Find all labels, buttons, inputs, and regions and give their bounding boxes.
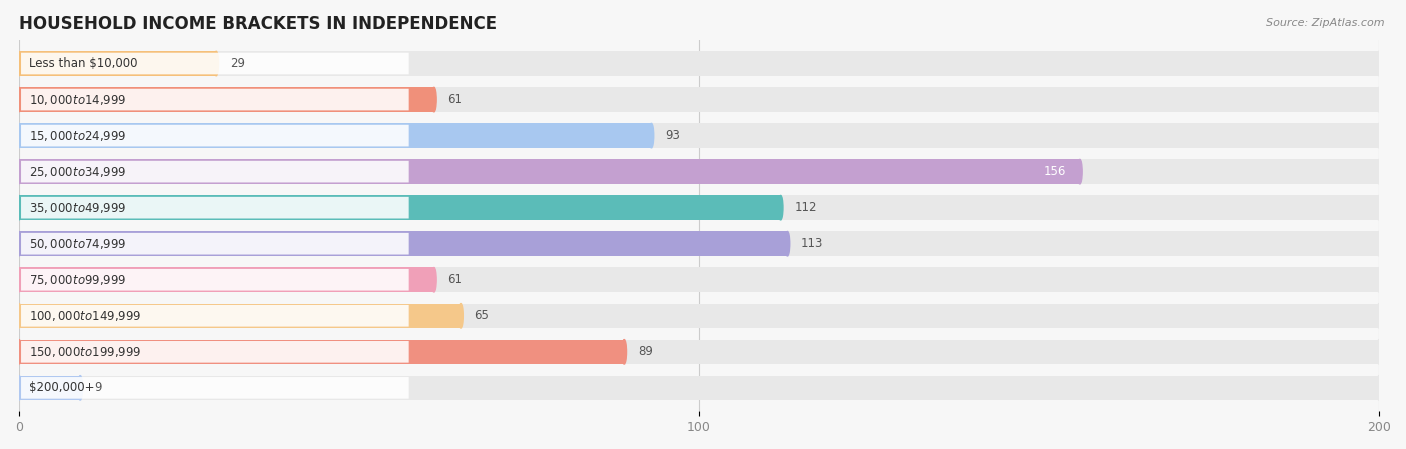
Bar [20, 159, 1080, 184]
Circle shape [17, 232, 21, 256]
Text: Less than $10,000: Less than $10,000 [30, 57, 138, 70]
Text: $25,000 to $34,999: $25,000 to $34,999 [30, 165, 127, 179]
Circle shape [1376, 268, 1381, 292]
FancyBboxPatch shape [21, 161, 409, 182]
Bar [20, 232, 787, 256]
Bar [20, 51, 217, 76]
Text: 112: 112 [794, 201, 817, 214]
Circle shape [1376, 51, 1381, 76]
Circle shape [17, 87, 21, 112]
Text: $15,000 to $24,999: $15,000 to $24,999 [30, 128, 127, 143]
Text: 89: 89 [638, 345, 652, 358]
Circle shape [17, 195, 21, 220]
FancyBboxPatch shape [21, 197, 409, 219]
Circle shape [17, 123, 21, 148]
Bar [20, 87, 1379, 112]
FancyBboxPatch shape [21, 341, 409, 363]
Bar [20, 123, 1379, 148]
Circle shape [1376, 339, 1381, 364]
Bar [20, 195, 1379, 220]
Circle shape [17, 51, 21, 76]
Text: 113: 113 [801, 237, 824, 250]
Bar [20, 51, 1379, 76]
Bar [20, 87, 434, 112]
FancyBboxPatch shape [21, 269, 409, 291]
Circle shape [17, 339, 21, 364]
Circle shape [1376, 304, 1381, 328]
Bar [20, 376, 1379, 400]
Text: 29: 29 [229, 57, 245, 70]
Bar [20, 339, 624, 364]
Text: $10,000 to $14,999: $10,000 to $14,999 [30, 92, 127, 106]
FancyBboxPatch shape [21, 233, 409, 255]
Bar [20, 304, 461, 328]
Circle shape [17, 376, 21, 400]
Circle shape [77, 376, 83, 400]
Circle shape [17, 159, 21, 184]
Text: HOUSEHOLD INCOME BRACKETS IN INDEPENDENCE: HOUSEHOLD INCOME BRACKETS IN INDEPENDENC… [20, 15, 498, 33]
Bar [20, 376, 80, 400]
Circle shape [17, 376, 21, 400]
Circle shape [17, 123, 21, 148]
Circle shape [17, 339, 21, 364]
Circle shape [785, 232, 790, 256]
Circle shape [650, 123, 654, 148]
Circle shape [17, 232, 21, 256]
Circle shape [1077, 159, 1083, 184]
Circle shape [17, 51, 21, 76]
Text: $100,000 to $149,999: $100,000 to $149,999 [30, 309, 142, 323]
Text: 65: 65 [475, 309, 489, 322]
Circle shape [1376, 159, 1381, 184]
Circle shape [17, 159, 21, 184]
Circle shape [17, 268, 21, 292]
Text: 9: 9 [94, 381, 101, 394]
Circle shape [1376, 123, 1381, 148]
Circle shape [432, 268, 436, 292]
FancyBboxPatch shape [21, 377, 409, 399]
Text: 93: 93 [665, 129, 681, 142]
Circle shape [17, 304, 21, 328]
Bar [20, 268, 1379, 292]
Circle shape [432, 87, 436, 112]
FancyBboxPatch shape [21, 89, 409, 110]
Bar [20, 304, 1379, 328]
Circle shape [17, 87, 21, 112]
Circle shape [1376, 195, 1381, 220]
Circle shape [1376, 376, 1381, 400]
Bar [20, 195, 780, 220]
Text: $35,000 to $49,999: $35,000 to $49,999 [30, 201, 127, 215]
Text: $200,000+: $200,000+ [30, 381, 94, 394]
Bar [20, 159, 1379, 184]
Circle shape [1376, 87, 1381, 112]
FancyBboxPatch shape [21, 53, 409, 75]
FancyBboxPatch shape [21, 305, 409, 326]
Bar [20, 232, 1379, 256]
Text: 61: 61 [447, 273, 463, 286]
Circle shape [17, 304, 21, 328]
Text: $75,000 to $99,999: $75,000 to $99,999 [30, 273, 127, 287]
Circle shape [17, 268, 21, 292]
Bar [20, 339, 1379, 364]
Text: $150,000 to $199,999: $150,000 to $199,999 [30, 345, 142, 359]
Circle shape [1376, 232, 1381, 256]
Bar [20, 123, 651, 148]
Bar [20, 268, 434, 292]
Circle shape [779, 195, 783, 220]
Circle shape [621, 339, 627, 364]
Circle shape [17, 195, 21, 220]
Text: 156: 156 [1043, 165, 1066, 178]
Text: $50,000 to $74,999: $50,000 to $74,999 [30, 237, 127, 251]
FancyBboxPatch shape [21, 125, 409, 146]
Text: Source: ZipAtlas.com: Source: ZipAtlas.com [1267, 18, 1385, 28]
Circle shape [458, 304, 464, 328]
Text: 61: 61 [447, 93, 463, 106]
Circle shape [214, 51, 218, 76]
